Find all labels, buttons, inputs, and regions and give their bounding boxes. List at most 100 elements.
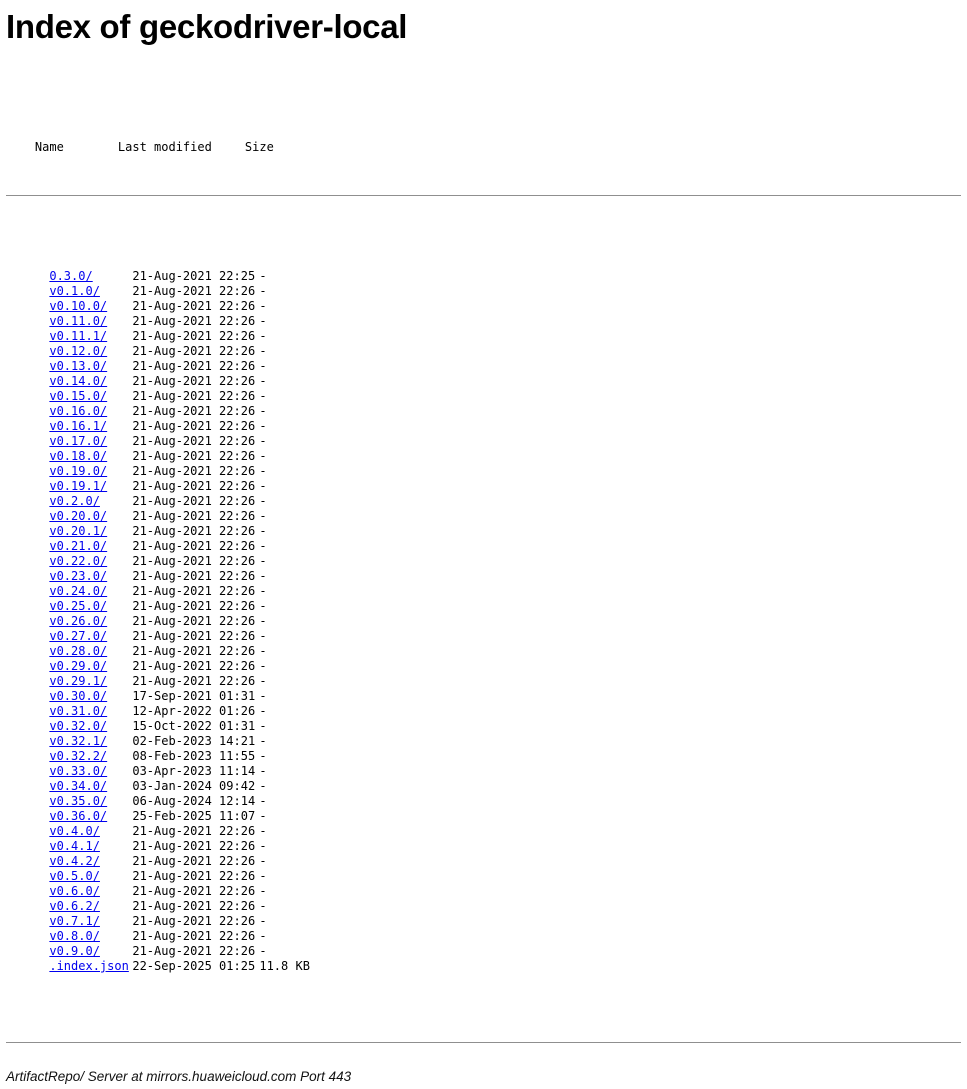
size-value: - [259, 269, 267, 283]
size-value: - [259, 824, 267, 838]
last-modified-value: 21-Aug-2021 22:26 [132, 929, 256, 943]
listing-row: v0.33.0/03-Apr-2023 11:14- [6, 749, 961, 778]
last-modified-value: 21-Aug-2021 22:26 [132, 539, 256, 553]
file-link[interactable]: v0.11.1/ [49, 329, 108, 343]
file-link[interactable]: v0.20.1/ [49, 524, 108, 538]
file-link[interactable]: v0.25.0/ [49, 599, 108, 613]
file-link[interactable]: v0.5.0/ [49, 869, 100, 883]
header-last-modified: Last modified [117, 140, 212, 154]
size-value: - [259, 524, 267, 538]
listing-row: v0.36.0/25-Feb-2025 11:07- [6, 794, 961, 823]
file-link[interactable]: v0.24.0/ [49, 584, 108, 598]
last-modified-value: 21-Aug-2021 22:26 [132, 389, 256, 403]
size-value: - [259, 674, 267, 688]
file-link[interactable]: v0.26.0/ [49, 614, 108, 628]
file-link[interactable]: v0.29.0/ [49, 659, 108, 673]
listing-row: v0.20.1/21-Aug-2021 22:26- [6, 509, 961, 538]
file-link[interactable]: v0.21.0/ [49, 539, 108, 553]
file-link[interactable]: .index.json [49, 959, 129, 973]
file-link[interactable]: v0.17.0/ [49, 434, 108, 448]
file-link[interactable]: v0.15.0/ [49, 389, 108, 403]
size-value: - [259, 509, 267, 523]
listing-row: v0.30.0/17-Sep-2021 01:31- [6, 674, 961, 703]
file-link[interactable]: v0.13.0/ [49, 359, 108, 373]
last-modified-value: 12-Apr-2022 01:26 [132, 704, 256, 718]
file-link[interactable]: v0.23.0/ [49, 569, 108, 583]
file-link[interactable]: v0.7.1/ [49, 914, 100, 928]
listing-row: v0.11.1/21-Aug-2021 22:26- [6, 314, 961, 343]
file-link[interactable]: v0.6.0/ [49, 884, 100, 898]
file-name-cell: v0.22.0/ [49, 554, 132, 569]
file-name-cell: v0.21.0/ [49, 539, 132, 554]
file-link[interactable]: v0.2.0/ [49, 494, 100, 508]
listing-row: v0.28.0/21-Aug-2021 22:26- [6, 629, 961, 658]
file-link[interactable]: v0.34.0/ [49, 779, 108, 793]
last-modified-value: 25-Feb-2025 11:07 [132, 809, 256, 823]
file-link[interactable]: v0.31.0/ [49, 704, 108, 718]
file-name-cell: v0.30.0/ [49, 689, 132, 704]
file-link[interactable]: v0.10.0/ [49, 299, 108, 313]
listing-row: v0.2.0/21-Aug-2021 22:26- [6, 479, 961, 508]
file-link[interactable]: v0.36.0/ [49, 809, 108, 823]
file-link[interactable]: v0.16.1/ [49, 419, 108, 433]
file-link[interactable]: v0.12.0/ [49, 344, 108, 358]
last-modified-value: 21-Aug-2021 22:26 [132, 914, 256, 928]
file-name-cell: v0.12.0/ [49, 344, 132, 359]
file-link[interactable]: v0.27.0/ [49, 629, 108, 643]
file-link[interactable]: v0.32.1/ [49, 734, 108, 748]
header-size: Size [244, 140, 274, 154]
size-value: - [259, 869, 267, 883]
file-name-cell: v0.18.0/ [49, 449, 132, 464]
file-name-cell: v0.32.2/ [49, 749, 132, 764]
file-link[interactable]: v0.6.2/ [49, 899, 100, 913]
file-link[interactable]: v0.20.0/ [49, 509, 108, 523]
last-modified-value: 21-Aug-2021 22:26 [132, 854, 256, 868]
last-modified-value: 21-Aug-2021 22:26 [132, 434, 256, 448]
file-link[interactable]: v0.18.0/ [49, 449, 108, 463]
file-name-cell: v0.19.0/ [49, 464, 132, 479]
file-link[interactable]: 0.3.0/ [49, 269, 93, 283]
size-value: - [259, 749, 267, 763]
file-link[interactable]: v0.8.0/ [49, 929, 100, 943]
file-link[interactable]: v0.1.0/ [49, 284, 100, 298]
last-modified-value: 21-Aug-2021 22:26 [132, 419, 256, 433]
size-value: - [259, 494, 267, 508]
last-modified-value: 15-Oct-2022 01:31 [132, 719, 256, 733]
file-name-cell: v0.6.0/ [49, 884, 132, 899]
last-modified-value: 21-Aug-2021 22:26 [132, 449, 256, 463]
last-modified-value: 21-Aug-2021 22:26 [132, 599, 256, 613]
size-value: - [259, 449, 267, 463]
header-name: Name [34, 140, 64, 154]
file-link[interactable]: v0.30.0/ [49, 689, 108, 703]
file-link[interactable]: v0.28.0/ [49, 644, 108, 658]
size-value: - [259, 644, 267, 658]
size-value: - [259, 734, 267, 748]
file-link[interactable]: v0.11.0/ [49, 314, 108, 328]
file-link[interactable]: v0.29.1/ [49, 674, 108, 688]
file-name-cell: v0.20.1/ [49, 524, 132, 539]
file-link[interactable]: v0.32.0/ [49, 719, 108, 733]
file-link[interactable]: v0.19.0/ [49, 464, 108, 478]
size-value: - [259, 779, 267, 793]
file-link[interactable]: v0.33.0/ [49, 764, 108, 778]
size-value: - [259, 584, 267, 598]
divider-bottom [6, 1042, 961, 1043]
file-link[interactable]: v0.14.0/ [49, 374, 108, 388]
file-link[interactable]: v0.4.2/ [49, 854, 100, 868]
file-link[interactable]: v0.4.1/ [49, 839, 100, 853]
file-link[interactable]: v0.19.1/ [49, 479, 108, 493]
file-link[interactable]: v0.16.0/ [49, 404, 108, 418]
last-modified-value: 21-Aug-2021 22:26 [132, 884, 256, 898]
size-value: - [259, 899, 267, 913]
file-link[interactable]: v0.22.0/ [49, 554, 108, 568]
file-name-cell: v0.1.0/ [49, 284, 132, 299]
file-link[interactable]: v0.9.0/ [49, 944, 100, 958]
file-link[interactable]: v0.4.0/ [49, 824, 100, 838]
file-link[interactable]: v0.32.2/ [49, 749, 108, 763]
file-name-cell: v0.2.0/ [49, 494, 132, 509]
file-name-cell: v0.16.0/ [49, 404, 132, 419]
file-link[interactable]: v0.35.0/ [49, 794, 108, 808]
listing-row: v0.10.0/21-Aug-2021 22:26- [6, 284, 961, 313]
last-modified-value: 08-Feb-2023 11:55 [132, 749, 256, 763]
size-value: - [259, 944, 267, 958]
